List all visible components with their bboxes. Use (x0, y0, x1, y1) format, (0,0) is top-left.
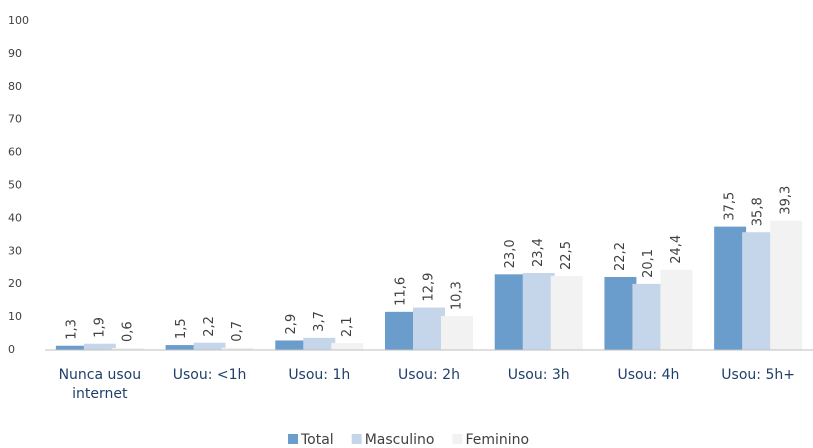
value-label: 0,6 (120, 321, 135, 342)
bar (385, 311, 417, 350)
value-label: 11,6 (394, 277, 409, 306)
value-label: 35,8 (751, 197, 766, 226)
legend-swatch (452, 434, 463, 444)
value-label: 39,3 (779, 186, 794, 215)
bar (331, 343, 364, 350)
bar (303, 337, 336, 350)
bar (604, 276, 637, 350)
value-label: 1,9 (92, 317, 107, 338)
y-tick-label: 30 (8, 244, 22, 257)
bar (494, 274, 527, 350)
y-tick-label: 20 (8, 277, 22, 290)
value-label: 1,5 (174, 318, 189, 339)
bar (55, 345, 88, 350)
bar (714, 226, 747, 350)
value-label: 0,7 (230, 321, 245, 342)
x-tick-label: Usou: 5h+ (721, 367, 795, 383)
legend-swatch (351, 434, 362, 444)
x-tick-label: Usou: <1h (172, 367, 247, 383)
value-label: 3,7 (312, 311, 327, 332)
value-label: 2,1 (340, 316, 355, 337)
x-tick-label: Usou: 1h (288, 367, 351, 383)
y-tick-label: 60 (8, 146, 22, 159)
bar (522, 273, 555, 350)
x-tick-label: Usou: 4h (617, 367, 680, 383)
value-label: 22,2 (613, 242, 628, 271)
y-tick-label: 50 (8, 179, 22, 192)
bar (441, 316, 473, 350)
value-label: 20,1 (641, 249, 656, 278)
y-tick-label: 10 (8, 310, 22, 323)
y-tick-label: 90 (8, 47, 22, 60)
y-tick-label: 80 (8, 80, 22, 93)
bar (770, 220, 803, 350)
bar (111, 348, 144, 350)
x-tick-label: Usou: 2h (398, 367, 460, 383)
legend-label: Total (300, 432, 334, 448)
x-tick-label: Usou: 3h (507, 367, 570, 383)
bar (413, 307, 445, 350)
legend-swatch (288, 434, 298, 444)
value-label: 2,9 (284, 314, 299, 335)
bar (632, 283, 665, 350)
bar (660, 269, 693, 350)
bar (193, 342, 226, 350)
value-label: 22,5 (559, 241, 574, 270)
value-label: 23,0 (503, 239, 518, 268)
bar (165, 345, 198, 350)
legend-label: Feminino (465, 432, 529, 448)
legend-label: Masculino (365, 432, 435, 448)
bar (275, 340, 308, 350)
bar (83, 343, 116, 350)
value-label: 1,3 (64, 319, 79, 340)
x-tick-label: Nunca usou internet (58, 367, 142, 402)
y-tick-label: 70 (8, 113, 22, 126)
value-label: 37,5 (723, 192, 738, 221)
bar (221, 347, 254, 350)
value-label: 12,9 (422, 273, 437, 302)
bar (550, 275, 583, 350)
value-label: 10,3 (450, 281, 465, 310)
y-tick-label: 100 (8, 14, 29, 27)
value-label: 2,2 (202, 316, 217, 337)
bar (742, 232, 775, 350)
y-tick-label: 40 (8, 211, 22, 224)
value-label: 23,4 (531, 238, 546, 267)
y-tick-label: 0 (8, 343, 15, 356)
value-label: 24,4 (669, 235, 684, 264)
